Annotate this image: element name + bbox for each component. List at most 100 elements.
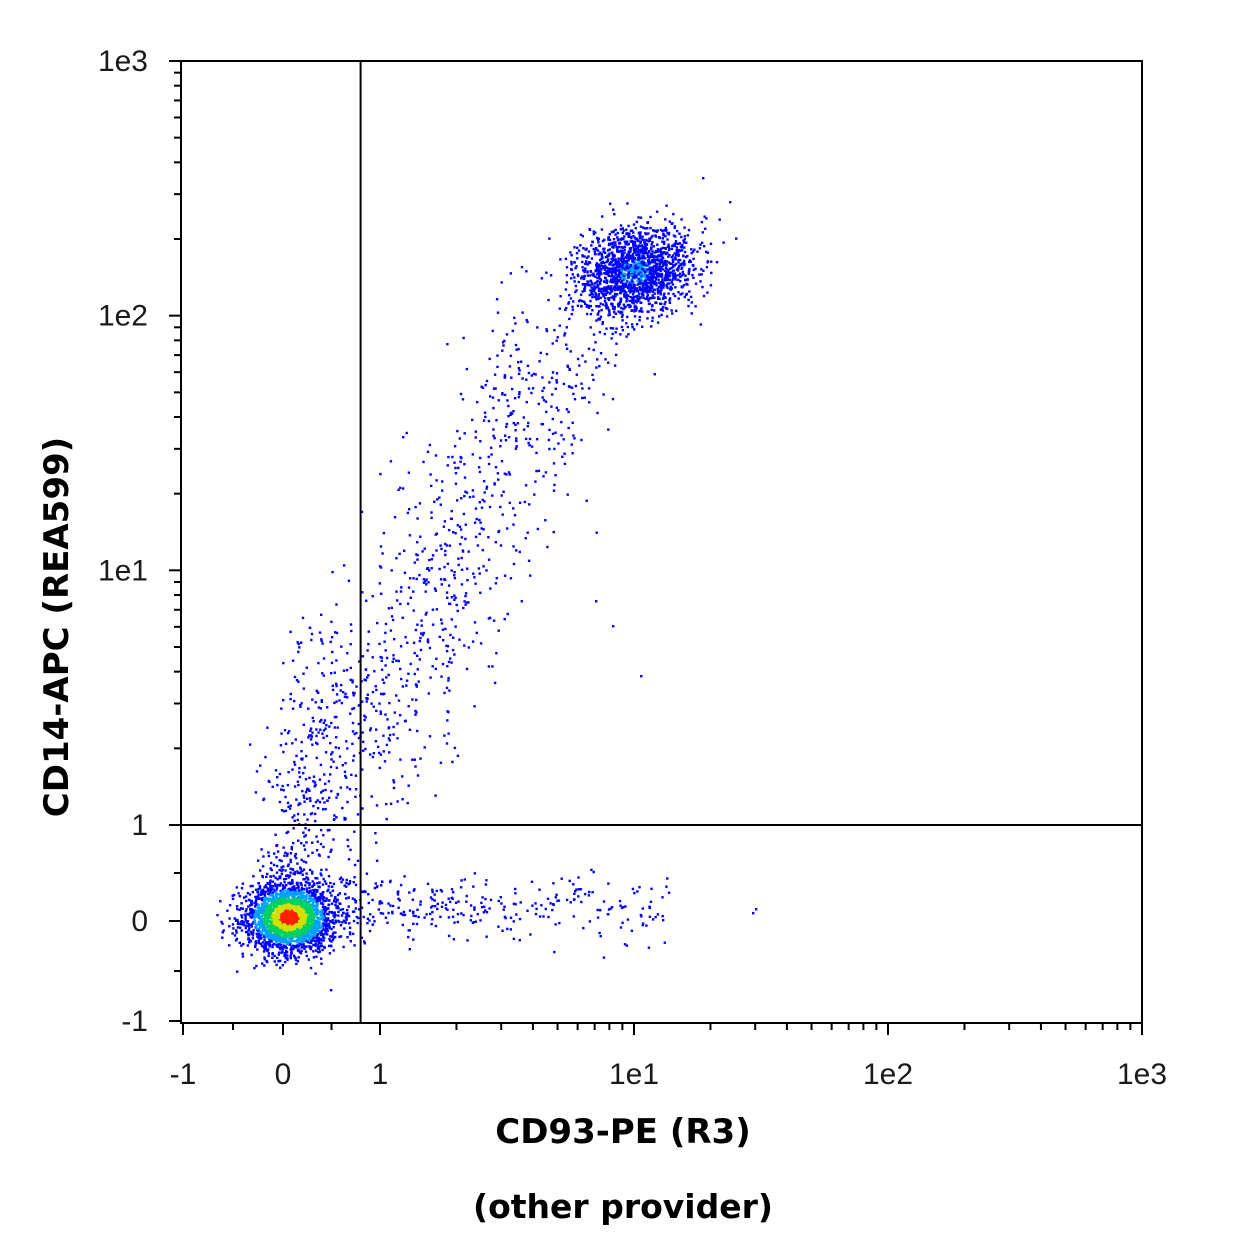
data-point — [307, 930, 311, 933]
data-point — [700, 268, 703, 271]
data-point — [268, 941, 271, 944]
data-point — [690, 312, 693, 315]
data-point — [282, 923, 286, 926]
data-point — [291, 895, 294, 899]
data-point — [338, 902, 341, 905]
data-point — [263, 904, 267, 908]
data-point — [320, 957, 323, 960]
data-point — [688, 267, 691, 271]
data-point — [236, 970, 239, 973]
data-point — [296, 780, 300, 783]
data-point — [626, 202, 629, 205]
data-point — [274, 908, 278, 911]
data-point — [324, 917, 328, 920]
data-point — [553, 328, 556, 332]
data-point — [280, 892, 284, 896]
data-point — [345, 897, 348, 900]
data-point — [297, 931, 300, 935]
data-point — [588, 261, 592, 264]
data-point — [271, 945, 274, 949]
data-point — [319, 894, 322, 898]
data-point — [604, 293, 608, 296]
data-point — [612, 241, 615, 244]
data-point — [305, 666, 308, 669]
data-point — [645, 262, 648, 265]
data-point — [599, 302, 602, 305]
data-point — [299, 868, 302, 871]
data-point — [429, 473, 432, 476]
data-point — [293, 944, 297, 948]
data-point — [480, 385, 483, 388]
data-point — [597, 263, 601, 266]
data-point — [625, 295, 629, 298]
data-point — [309, 729, 312, 732]
data-point — [626, 243, 629, 246]
data-point — [248, 893, 252, 896]
data-point — [581, 300, 584, 303]
data-point — [537, 469, 541, 472]
data-point — [509, 577, 513, 580]
data-point — [692, 268, 696, 271]
data-point — [273, 852, 276, 855]
data-point — [300, 641, 303, 644]
data-point — [285, 897, 288, 900]
data-point — [291, 925, 294, 929]
data-point — [247, 934, 250, 937]
data-point — [610, 296, 613, 299]
data-point — [656, 275, 659, 278]
data-point — [335, 631, 339, 635]
data-point — [279, 934, 282, 937]
data-point — [592, 230, 595, 233]
data-point — [630, 240, 634, 243]
data-point — [585, 260, 588, 263]
data-point — [240, 902, 243, 905]
data-point — [420, 624, 423, 627]
data-point — [310, 812, 314, 815]
data-point — [333, 911, 336, 914]
data-point — [336, 899, 339, 902]
data-point — [687, 228, 691, 232]
data-point — [607, 236, 610, 239]
data-point — [266, 912, 269, 916]
data-point — [312, 956, 316, 959]
data-point — [297, 680, 300, 683]
data-point — [315, 689, 318, 692]
data-point — [317, 943, 320, 946]
data-point — [381, 552, 384, 555]
data-point — [638, 261, 641, 264]
data-point — [627, 234, 630, 237]
data-point — [624, 285, 627, 288]
data-point — [262, 888, 265, 892]
data-point — [664, 276, 667, 279]
data-point — [676, 248, 679, 252]
data-point — [332, 936, 335, 939]
data-point — [325, 929, 328, 932]
data-point — [630, 289, 633, 292]
data-point — [396, 737, 399, 740]
data-point — [325, 897, 328, 900]
data-point — [663, 262, 667, 265]
data-point — [271, 885, 274, 888]
data-point — [280, 935, 283, 938]
data-point — [603, 288, 606, 291]
data-point — [499, 544, 503, 547]
data-point — [277, 937, 280, 941]
data-point — [602, 393, 605, 396]
data-point — [597, 294, 600, 297]
data-point — [466, 579, 469, 582]
data-point — [633, 283, 636, 287]
data-point — [686, 278, 689, 281]
data-point — [260, 912, 263, 915]
data-point — [318, 910, 322, 913]
data-point — [613, 308, 616, 311]
data-point — [258, 915, 261, 919]
data-point — [328, 937, 331, 941]
data-point — [307, 736, 310, 739]
data-point — [279, 909, 282, 912]
data-point — [307, 935, 310, 938]
data-point — [556, 336, 559, 339]
data-point — [594, 286, 597, 289]
data-point — [323, 773, 326, 776]
data-point — [670, 280, 673, 284]
data-point — [260, 848, 263, 851]
